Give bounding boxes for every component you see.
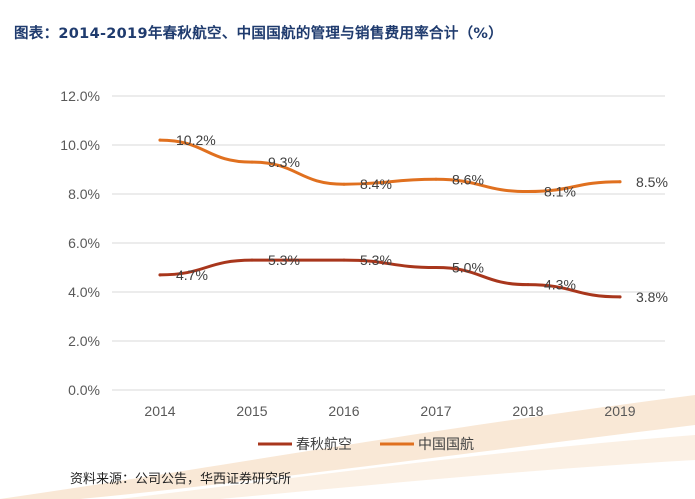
data-label: 8.4% [360,176,392,192]
data-label: 5.3% [268,252,300,268]
x-tick-label: 2018 [512,403,543,419]
data-label: 8.1% [544,184,576,200]
data-label: 8.5% [636,174,668,190]
x-axis-tick-labels: 2014 2015 2016 2017 2018 2019 [144,403,635,419]
data-label: 4.7% [176,267,208,283]
legend: 春秋航空 中国国航 [258,437,474,453]
legend-label: 中国国航 [418,437,474,453]
y-tick-label: 8.0% [68,186,100,202]
data-label: 8.6% [452,171,484,187]
data-point [434,266,438,269]
data-label: 5.0% [452,260,484,276]
legend-label: 春秋航空 [296,437,352,453]
data-point [342,258,346,262]
x-tick-label: 2019 [604,403,635,419]
data-labels: 4.7% 5.3% 5.3% 5.0% 4.3% 3.8% 10.2% 9.3% 8.4% 8.6… [176,132,668,305]
data-label: 4.3% [544,277,576,293]
data-point [250,258,254,262]
data-point [342,182,346,186]
data-point [158,138,162,142]
data-label: 9.3% [268,154,300,170]
data-point [158,273,162,277]
data-label: 5.3% [360,252,392,268]
data-point [618,295,622,299]
data-label: 3.8% [636,289,668,305]
series-lines [158,138,622,299]
data-point [434,177,438,181]
y-axis-tick-labels: 0.0% 2.0% 4.0% 6.0% 8.0% 10.0% 12.0% [60,88,100,398]
y-tick-label: 12.0% [60,88,100,104]
data-point [250,160,254,164]
y-tick-label: 0.0% [68,382,100,398]
series-line-1 [158,138,622,194]
x-tick-label: 2014 [144,403,175,419]
x-tick-label: 2015 [236,403,267,419]
data-point [526,190,530,194]
data-point [526,283,530,287]
x-tick-label: 2017 [420,403,451,419]
grid-lines [112,95,665,391]
y-tick-label: 4.0% [68,284,100,300]
y-tick-label: 2.0% [68,333,100,349]
y-tick-label: 6.0% [68,235,100,251]
data-point [618,180,622,184]
series-line-0 [158,258,622,299]
y-tick-label: 10.0% [60,137,100,153]
data-label: 10.2% [176,132,216,148]
x-tick-label: 2016 [328,403,359,419]
chart-title: 图表：2014-2019年春秋航空、中国国航的管理与销售费用率合计（%） [14,26,504,42]
source-note: 资料来源：公司公告，华西证券研究所 [70,472,292,487]
